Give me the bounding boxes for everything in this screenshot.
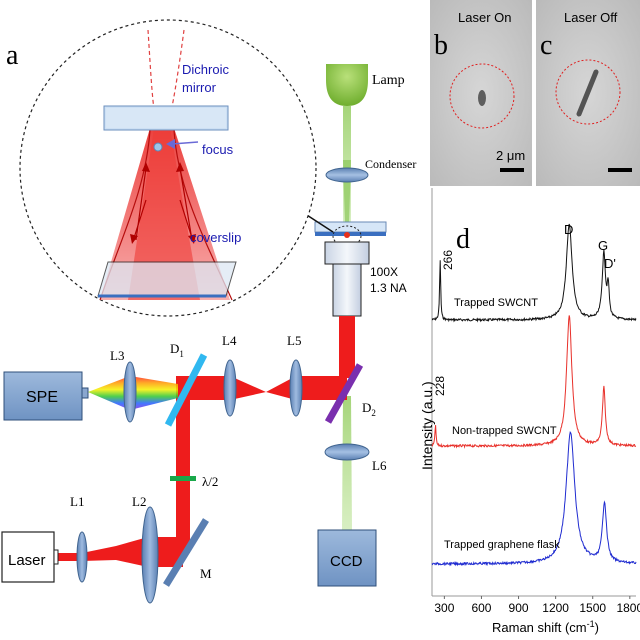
d1-dichroic: [164, 353, 208, 427]
trace-label-trapped-graphene: Trapped graphene flask: [444, 539, 560, 551]
ray-up-right: [179, 167, 193, 241]
inset-particle: [153, 142, 163, 152]
ray-down-left-head: [130, 234, 138, 244]
micrograph-off-title: Laser Off: [564, 10, 618, 25]
inset-coverslip: [97, 261, 237, 297]
peak-label-d: D: [564, 222, 573, 237]
coverslip-label: coverslip: [190, 230, 241, 245]
dichroic-label-1: Dichroic: [182, 62, 229, 77]
panel-b: b Laser On 2 μm: [430, 0, 532, 186]
panel-b-label: b: [434, 30, 448, 61]
panel-d: d Intensity (a.u.) 300 600 900 1200 1500 1800…: [419, 188, 640, 635]
trap-region-off: [555, 59, 621, 125]
trace-label-non-trapped-swcnt: Non-trapped SWCNT: [452, 425, 557, 437]
objective-mag-label: 100X: [370, 265, 398, 279]
x-tick-label: 1800: [616, 601, 640, 615]
l5-label: L5: [287, 333, 301, 348]
objective-na-label: 1.3 NA: [370, 281, 407, 295]
panel-c-label: c: [540, 30, 552, 61]
mirror-m: [163, 518, 209, 587]
l2-label: L2: [132, 494, 146, 509]
d1-label: D1: [170, 341, 184, 359]
half-wave-plate: [170, 476, 196, 481]
condenser-label: Condenser: [365, 157, 416, 171]
laser-label: Laser: [8, 552, 46, 569]
l3-label: L3: [110, 348, 124, 363]
focus-inset: focus Dichroic mirror coverslip: [19, 19, 317, 317]
trace-label-trapped-swcnt: Trapped SWCNT: [454, 297, 538, 309]
x-tick-label: 900: [509, 601, 529, 615]
lens-l4: [223, 359, 237, 417]
focus-spot: [344, 232, 350, 238]
laser-beam-vertical: [339, 316, 355, 378]
spe-slit: [81, 387, 89, 399]
condenser-lens: [325, 167, 369, 183]
ray-up-right-head: [176, 162, 184, 172]
magnify-circle: [332, 225, 362, 247]
lens-l3: [123, 361, 137, 423]
half-wave-label: λ/2: [202, 474, 218, 489]
trap-region-on: [449, 63, 515, 129]
peak-label-266: 266: [441, 250, 455, 270]
dichroic-label-2: mirror: [182, 80, 217, 95]
focus-arrow: [171, 141, 199, 145]
peak-label-g: G: [598, 238, 608, 253]
ray-down-right-head: [188, 234, 196, 244]
lens-l1: [76, 531, 88, 583]
panel-a: a Lamp Condenser 100X 1.3 NA D2: [1, 19, 416, 604]
scale-bar-b: [500, 168, 524, 172]
x-tick-label: 1200: [542, 601, 569, 615]
peak-label-228: 228: [433, 376, 447, 396]
x-ticks: 300 600 900 1200 1500 1800: [434, 596, 640, 615]
peak-label-d-prime: D': [604, 256, 616, 271]
d2-dichroic: [324, 363, 364, 424]
ccd-box: [317, 529, 377, 587]
particle-on: [478, 90, 486, 106]
laser-beam-horizontal: [182, 376, 347, 400]
inset-dichroic-texture: [106, 108, 226, 128]
panel-d-label: d: [456, 224, 470, 255]
focus-arrowhead: [166, 139, 175, 149]
x-axis-label: Raman shift (cm-1): [492, 619, 599, 635]
lamp-label: Lamp: [372, 73, 405, 88]
lamp-icon: [326, 64, 368, 106]
x-tick-label: 300: [434, 601, 454, 615]
ray-down-right: [179, 199, 193, 239]
lens-l6: [324, 443, 370, 461]
l4-label: L4: [222, 333, 237, 348]
mirror-label: M: [200, 566, 212, 581]
spe-label: SPE: [26, 389, 58, 406]
imaging-beam: [342, 396, 352, 530]
spectrum-non-trapped-swcnt: [431, 315, 637, 449]
x-tick-label: 600: [471, 601, 491, 615]
trapping-core: [128, 128, 200, 300]
y-axis-label: Intensity (a.u.): [419, 381, 435, 470]
ccd-label: CCD: [330, 553, 363, 570]
laser-aperture: [53, 549, 59, 565]
particle-off: [576, 69, 599, 117]
ray-up-left-head: [142, 162, 150, 172]
laser-box: [1, 531, 55, 583]
l1-label: L1: [70, 494, 84, 509]
ray-down-left: [133, 199, 147, 239]
reflection-right: [169, 29, 185, 117]
x-tick-label: 1500: [579, 601, 606, 615]
spectrum-trapped-swcnt: [431, 223, 637, 323]
spectrum-trapped-graphene: [431, 430, 637, 567]
objective-barrel: [332, 263, 362, 317]
sample-coverslip: [315, 232, 386, 236]
panel-a-label: a: [6, 40, 19, 71]
lens-l5: [289, 359, 303, 417]
d2-label: D2: [362, 400, 376, 418]
l6-label: L6: [372, 458, 387, 473]
lens-l2: [141, 506, 159, 604]
scale-bar-label: 2 μm: [496, 148, 525, 163]
panel-c: c Laser Off: [536, 0, 640, 186]
focus-label: focus: [202, 142, 234, 157]
micrograph-on-title: Laser On: [458, 10, 511, 25]
objective-body: [324, 241, 370, 265]
scale-bar-c: [608, 168, 632, 172]
